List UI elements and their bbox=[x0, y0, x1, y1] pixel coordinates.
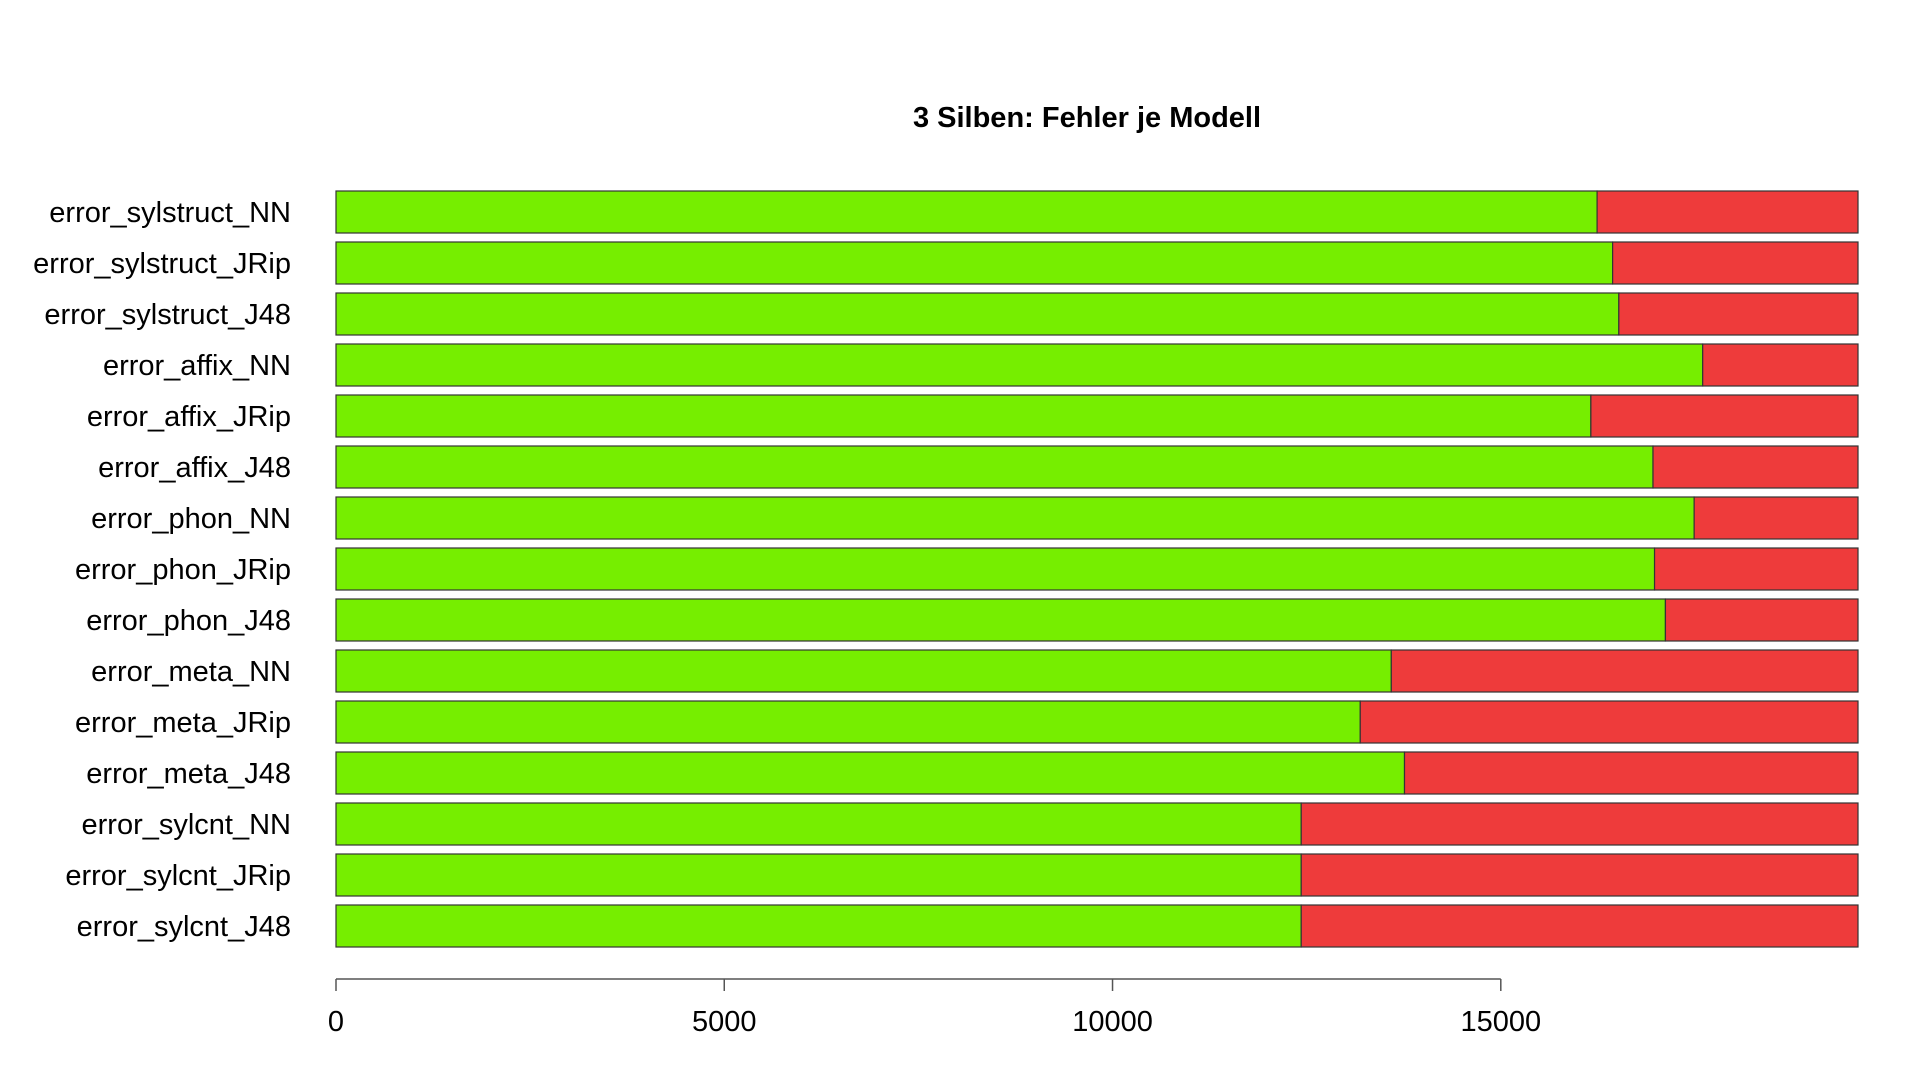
x-tick-label: 0 bbox=[328, 1006, 344, 1038]
bars bbox=[335, 190, 1859, 948]
category-label: error_sylstruct_JRip bbox=[33, 248, 291, 280]
category-label: error_sylcnt_JRip bbox=[65, 860, 291, 892]
bar-error_phon_NN-seg-2 bbox=[1693, 496, 1859, 540]
category-label: error_sylstruct_J48 bbox=[44, 299, 291, 331]
category-label: error_phon_J48 bbox=[86, 605, 291, 637]
bar-error_meta_J48-seg-1 bbox=[335, 751, 1406, 795]
bar-error_affix_JRip-seg-1 bbox=[335, 394, 1592, 438]
bar-error_phon_J48-seg-2 bbox=[1664, 598, 1859, 642]
bar-error_phon_NN-seg-1 bbox=[335, 496, 1695, 540]
bar-error_meta_NN-seg-1 bbox=[335, 649, 1392, 693]
bar-error_sylstruct_NN-seg-1 bbox=[335, 190, 1598, 234]
bar-error_sylcnt_J48-seg-1 bbox=[335, 904, 1302, 948]
x-tick-label: 5000 bbox=[692, 1006, 757, 1038]
category-label: error_meta_J48 bbox=[86, 758, 291, 790]
bar-error_phon_J48-seg-1 bbox=[335, 598, 1667, 642]
category-label: error_meta_NN bbox=[91, 656, 291, 688]
category-labels: error_sylstruct_NN error_sylstruct_JRiper… bbox=[33, 197, 291, 943]
bar-error_affix_NN-seg-2 bbox=[1702, 343, 1859, 387]
category-label: error_phon_JRip bbox=[75, 554, 291, 586]
category-label: error_affix_J48 bbox=[98, 452, 291, 484]
bar-error_meta_J48-seg-2 bbox=[1403, 751, 1859, 795]
x-tick-label: 10000 bbox=[1072, 1006, 1153, 1038]
bar-error_phon_JRip-seg-2 bbox=[1653, 547, 1859, 591]
bar-error_affix_JRip-seg-2 bbox=[1590, 394, 1859, 438]
bar-error_sylcnt_JRip-seg-1 bbox=[335, 853, 1302, 897]
bar-error_sylstruct_JRip-seg-2 bbox=[1612, 241, 1859, 285]
category-label: error_sylcnt_J48 bbox=[77, 911, 291, 943]
bar-error_sylcnt_NN-seg-2 bbox=[1300, 802, 1859, 846]
bar-error_meta_JRip-seg-2 bbox=[1359, 700, 1859, 744]
chart-title: 3 Silben: Fehler je Modell bbox=[913, 102, 1261, 134]
category-label: error_phon_NN bbox=[91, 503, 291, 535]
bar-error_meta_NN-seg-2 bbox=[1390, 649, 1859, 693]
category-label: error_sylstruct_NN bbox=[49, 197, 291, 229]
bar-error_affix_NN-seg-1 bbox=[335, 343, 1704, 387]
bar-error_meta_JRip-seg-1 bbox=[335, 700, 1361, 744]
category-label: error_affix_JRip bbox=[87, 401, 291, 433]
category-label: error_sylcnt_NN bbox=[82, 809, 292, 841]
bar-error_sylstruct_J48-seg-2 bbox=[1618, 292, 1859, 336]
bar-error_sylstruct_J48-seg-1 bbox=[335, 292, 1620, 336]
bar-error_sylstruct_JRip-seg-1 bbox=[335, 241, 1614, 285]
bar-error_sylstruct_NN-seg-2 bbox=[1596, 190, 1859, 234]
bar-error_affix_J48-seg-1 bbox=[335, 445, 1654, 489]
bar-error_affix_J48-seg-2 bbox=[1652, 445, 1859, 489]
bar-error_sylcnt_NN-seg-1 bbox=[335, 802, 1302, 846]
x-axis: 0 5000 10000 15000 bbox=[328, 978, 1541, 1038]
bar-error_sylcnt_JRip-seg-2 bbox=[1300, 853, 1859, 897]
x-tick-label: 15000 bbox=[1460, 1006, 1541, 1038]
bar-error_phon_JRip-seg-1 bbox=[335, 547, 1656, 591]
category-label: error_affix_NN bbox=[103, 350, 291, 382]
bar-error_sylcnt_J48-seg-2 bbox=[1300, 904, 1859, 948]
category-label: error_meta_JRip bbox=[75, 707, 291, 739]
